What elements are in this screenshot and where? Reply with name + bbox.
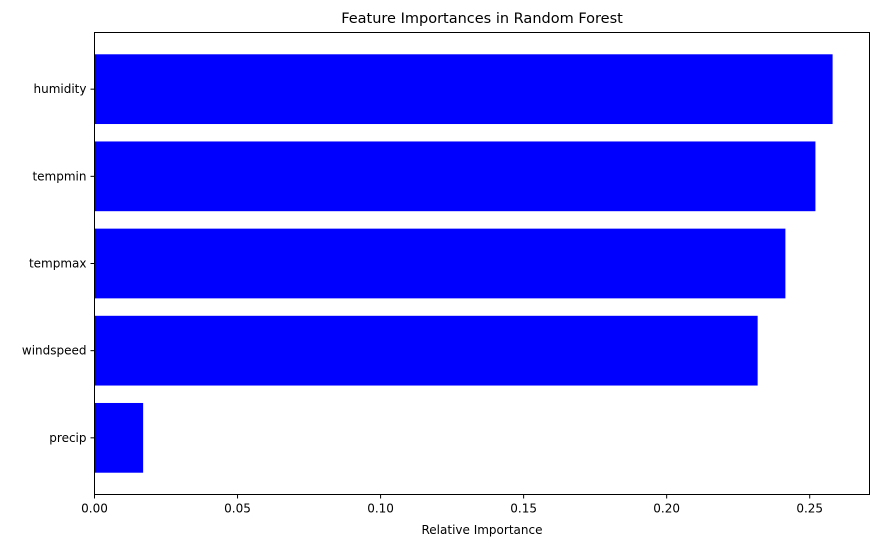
x-tick-label: 0.15 [510, 502, 537, 516]
y-tick-label: precip [49, 431, 86, 445]
bar-windspeed [94, 315, 758, 386]
bars-group [94, 54, 833, 473]
x-tick-label: 0.25 [796, 502, 823, 516]
x-axis-label: Relative Importance [422, 523, 543, 537]
y-tick-label: windspeed [22, 344, 87, 358]
x-axis-ticks: 0.00 0.05 0.10 0.15 0.20 0.25 [81, 494, 823, 516]
bar-precip [94, 402, 144, 473]
chart-title: Feature Importances in Random Forest [341, 11, 623, 27]
y-tick-label: tempmax [29, 257, 87, 271]
bar-tempmin [94, 141, 816, 212]
x-tick-label: 0.00 [81, 502, 108, 516]
x-tick-label: 0.20 [653, 502, 680, 516]
x-tick-label: 0.10 [367, 502, 394, 516]
y-tick-label: tempmin [32, 169, 86, 183]
x-tick-label: 0.05 [224, 502, 251, 516]
y-tick-label: humidity [34, 82, 87, 96]
bar-tempmax [94, 228, 786, 299]
plot-frame [94, 32, 870, 495]
y-axis-ticks: humidity tempmin tempmax windspeed precip [22, 82, 95, 445]
bar-humidity [94, 54, 833, 125]
